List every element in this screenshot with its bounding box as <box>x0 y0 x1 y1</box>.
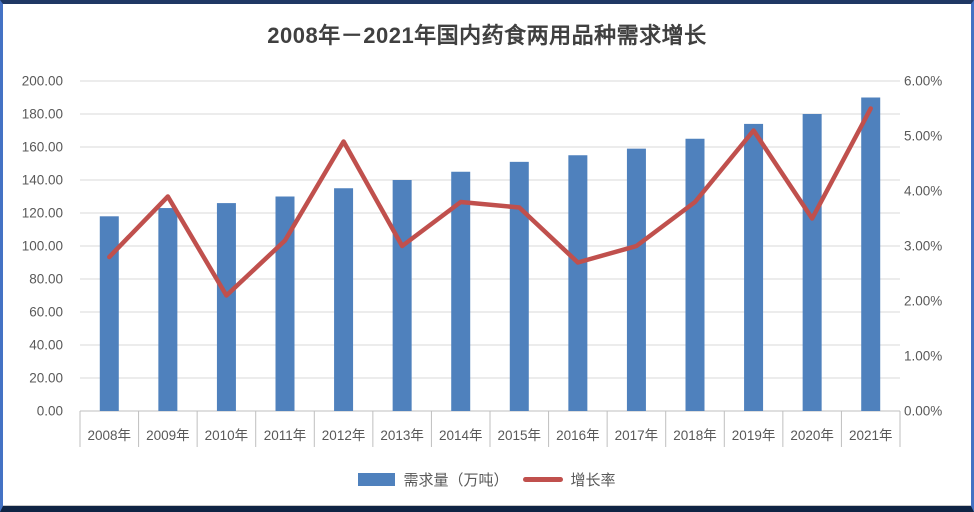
svg-text:2009年: 2009年 <box>146 428 190 443</box>
bar-2014年 <box>451 171 471 411</box>
svg-text:200.00: 200.00 <box>22 74 63 89</box>
bar-2018年 <box>685 138 705 411</box>
chart-title: 2008年－2021年国内药食两用品种需求增长 <box>267 23 707 48</box>
growth-rate-line <box>107 106 873 298</box>
svg-text:2020年: 2020年 <box>790 428 834 443</box>
svg-text:2008年: 2008年 <box>88 428 132 443</box>
svg-text:20.00: 20.00 <box>29 371 63 386</box>
legend-item-growth: 增长率 <box>522 469 616 490</box>
bar-2013年 <box>392 180 412 411</box>
svg-text:5.00%: 5.00% <box>904 129 942 144</box>
svg-text:2010年: 2010年 <box>205 428 249 443</box>
bar-2009年 <box>158 208 178 411</box>
bar-2017年 <box>626 148 646 411</box>
x-axis-labels: 2008年 2009年 2010年 2011年 2012年 2013年 2014年 2015年… <box>88 428 893 443</box>
svg-text:2013年: 2013年 <box>380 428 424 443</box>
svg-text:2017年: 2017年 <box>615 428 659 443</box>
bar-2019年 <box>744 123 764 412</box>
line-series-swatch <box>522 477 563 482</box>
svg-text:100.00: 100.00 <box>22 239 63 254</box>
svg-text:80.00: 80.00 <box>29 272 63 287</box>
bar-2015年 <box>509 161 529 411</box>
svg-text:2016年: 2016年 <box>556 428 600 443</box>
svg-text:2015年: 2015年 <box>498 428 542 443</box>
chart-svg: 0.00 20.00 40.00 60.00 80.00 100.00 120.00 140.… <box>22 74 942 447</box>
svg-text:2.00%: 2.00% <box>904 294 942 309</box>
svg-text:140.00: 140.00 <box>22 173 63 188</box>
bar-2011年 <box>275 196 295 411</box>
svg-text:2011年: 2011年 <box>264 428 307 443</box>
right-axis-labels: 0.00% 1.00% 2.00% 3.00% 4.00% 5.00% 6.00% <box>904 74 942 419</box>
x-axis-ticks <box>79 411 901 447</box>
bar-2016年 <box>568 155 588 411</box>
svg-text:60.00: 60.00 <box>29 305 63 320</box>
legend-item-demand: 需求量（万吨） <box>358 469 509 490</box>
bar-2008年 <box>99 216 119 411</box>
svg-text:2014年: 2014年 <box>439 428 483 443</box>
svg-text:0.00%: 0.00% <box>904 404 942 419</box>
svg-text:120.00: 120.00 <box>22 206 63 221</box>
chart-legend: 需求量（万吨） 增长率 <box>3 469 971 490</box>
svg-text:3.00%: 3.00% <box>904 239 942 254</box>
bar-2020年 <box>802 114 822 411</box>
svg-text:2012年: 2012年 <box>322 428 366 443</box>
left-axis-labels: 0.00 20.00 40.00 60.00 80.00 100.00 120.00 140.… <box>22 74 63 419</box>
svg-text:2018年: 2018年 <box>673 428 717 443</box>
svg-text:6.00%: 6.00% <box>904 74 942 89</box>
bar-2021年 <box>861 97 881 411</box>
svg-text:0.00: 0.00 <box>37 404 63 419</box>
svg-text:40.00: 40.00 <box>29 338 63 353</box>
svg-text:180.00: 180.00 <box>22 107 63 122</box>
bar-2010年 <box>216 203 236 411</box>
bar-2012年 <box>334 188 354 411</box>
svg-text:2019年: 2019年 <box>732 428 776 443</box>
bar-series-swatch <box>358 473 396 486</box>
legend-label-growth: 增长率 <box>570 472 616 489</box>
svg-text:160.00: 160.00 <box>22 140 63 155</box>
svg-text:2021年: 2021年 <box>849 428 893 443</box>
gridlines <box>80 80 900 412</box>
svg-text:1.00%: 1.00% <box>904 349 942 364</box>
svg-text:4.00%: 4.00% <box>904 184 942 199</box>
legend-label-demand: 需求量（万吨） <box>403 472 509 489</box>
